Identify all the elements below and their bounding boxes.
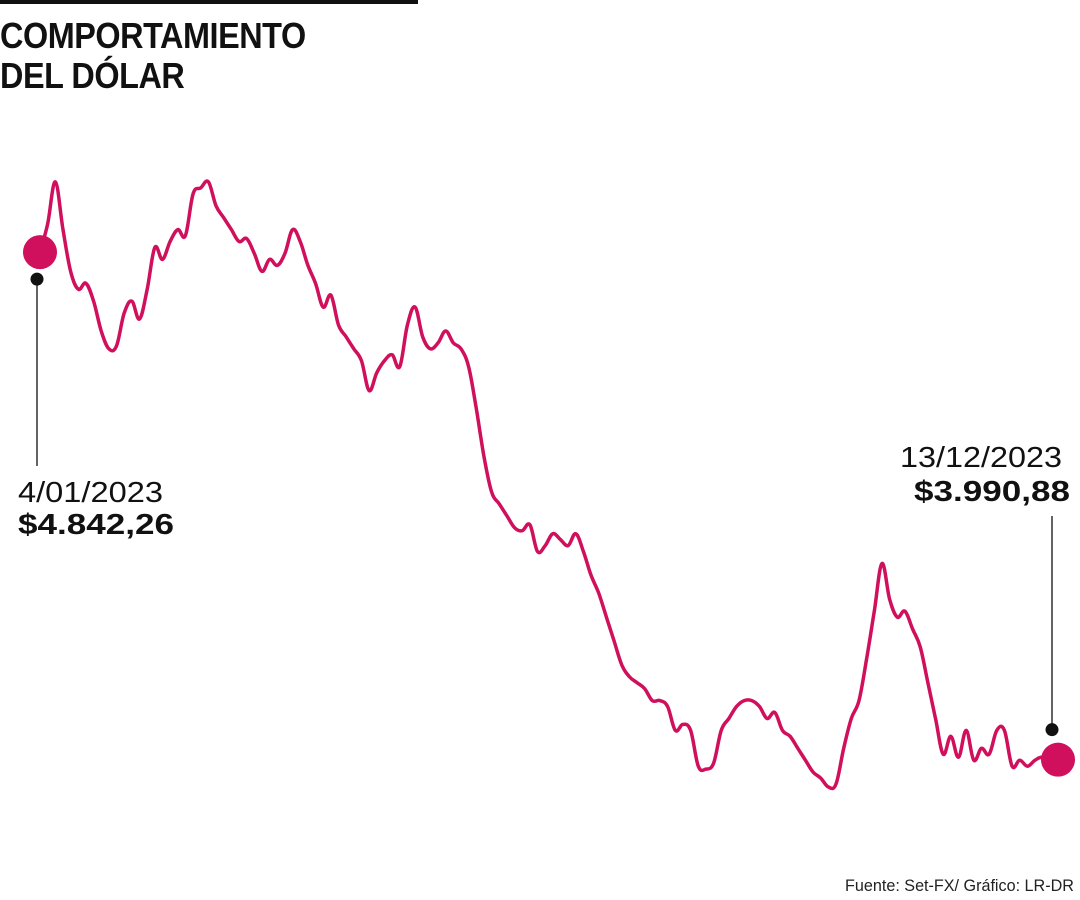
start-value-label: $4.842,26 — [18, 509, 174, 541]
source-note: Fuente: Set-FX/ Gráfico: LR-DR — [845, 876, 1074, 895]
start-leader-dot — [30, 272, 44, 286]
end-date-label: 13/12/2023 — [900, 442, 1062, 474]
end-leader-dot — [1045, 723, 1059, 737]
annotation-leaders — [30, 272, 1059, 737]
chart-title-line-1: COMPORTAMIENTO — [0, 15, 306, 56]
start-point-marker — [23, 235, 57, 270]
end-value-label: $3.990,88 — [914, 476, 1070, 508]
chart-title-line-2: DEL DÓLAR — [0, 55, 185, 96]
end-point-marker — [1041, 742, 1075, 777]
top-rule — [0, 0, 418, 4]
chart-title: COMPORTAMIENTO DEL DÓLAR — [0, 16, 306, 96]
start-date-label: 4/01/2023 — [18, 477, 163, 509]
series-line-dolar — [38, 179, 1060, 791]
